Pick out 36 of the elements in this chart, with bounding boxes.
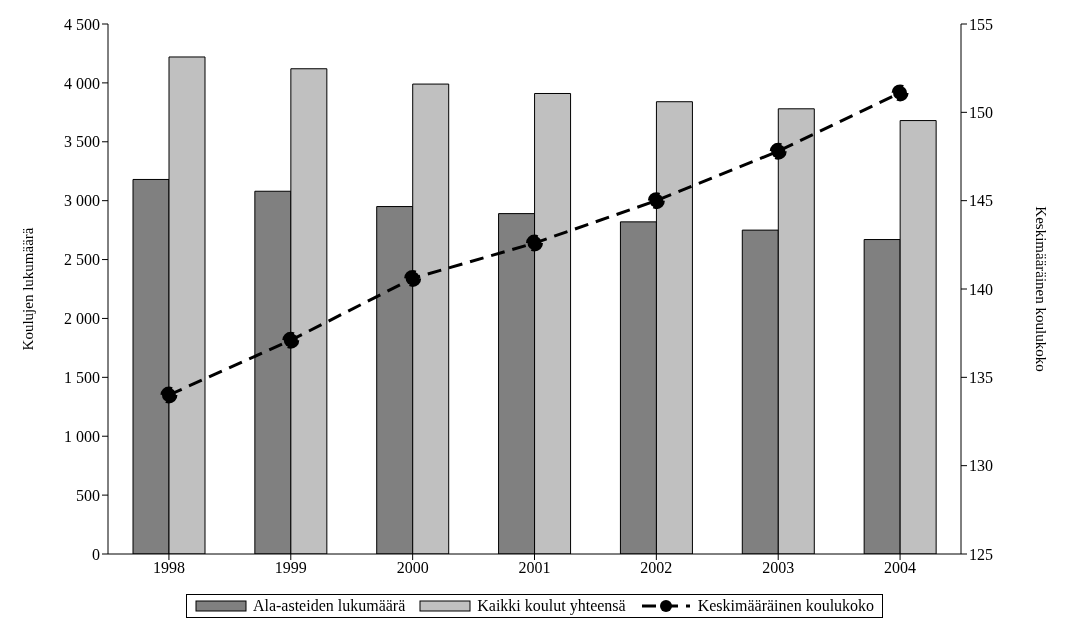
y2-axis-title: Keskimääräinen koulukoko [1032,206,1049,372]
y-tick-label: 4 000 [64,74,100,92]
x-tick-label: 2004 [884,559,917,577]
y-tick-label: 1 500 [64,369,100,387]
y-tick-label: 2 500 [64,251,100,269]
y-tick-label: 500 [76,486,100,504]
point [404,269,422,287]
y2-tick-label: 150 [969,104,993,122]
point [647,192,665,210]
x-tick-label: 1999 [274,559,307,577]
y2-tick-label: 135 [969,369,993,387]
point [160,386,178,404]
y-axis-title: Koulujen lukumäärä [20,227,37,351]
y-tick-label: 0 [92,545,100,563]
x-tick-label: 2003 [762,559,795,577]
legend-label: Kaikki koulut yhteensä [477,597,626,615]
y-tick-label: 1 000 [64,427,100,445]
y2-tick-label: 140 [969,280,993,298]
y-tick-label: 3 000 [64,192,100,210]
point [769,142,787,160]
x-tick-label: 2002 [640,559,673,577]
point [282,331,300,349]
y2-tick-label: 125 [969,545,993,563]
y-tick-label: 2 000 [64,310,100,328]
point [891,84,909,102]
point [526,234,543,252]
y2-tick-label: 155 [969,15,993,33]
y2-tick-label: 145 [969,192,993,210]
legend-label: Keskimääräinen koulukoko [697,597,875,615]
y-tick-label: 3 500 [64,133,100,151]
y2-tick-label: 130 [969,457,993,475]
legend-label: Ala-asteiden lukumäärä [252,597,406,615]
x-tick-label: 1998 [152,559,185,577]
x-tick-label: 2001 [518,559,551,577]
x-tick-label: 2000 [396,559,429,577]
y-tick-label: 4 500 [64,15,100,33]
